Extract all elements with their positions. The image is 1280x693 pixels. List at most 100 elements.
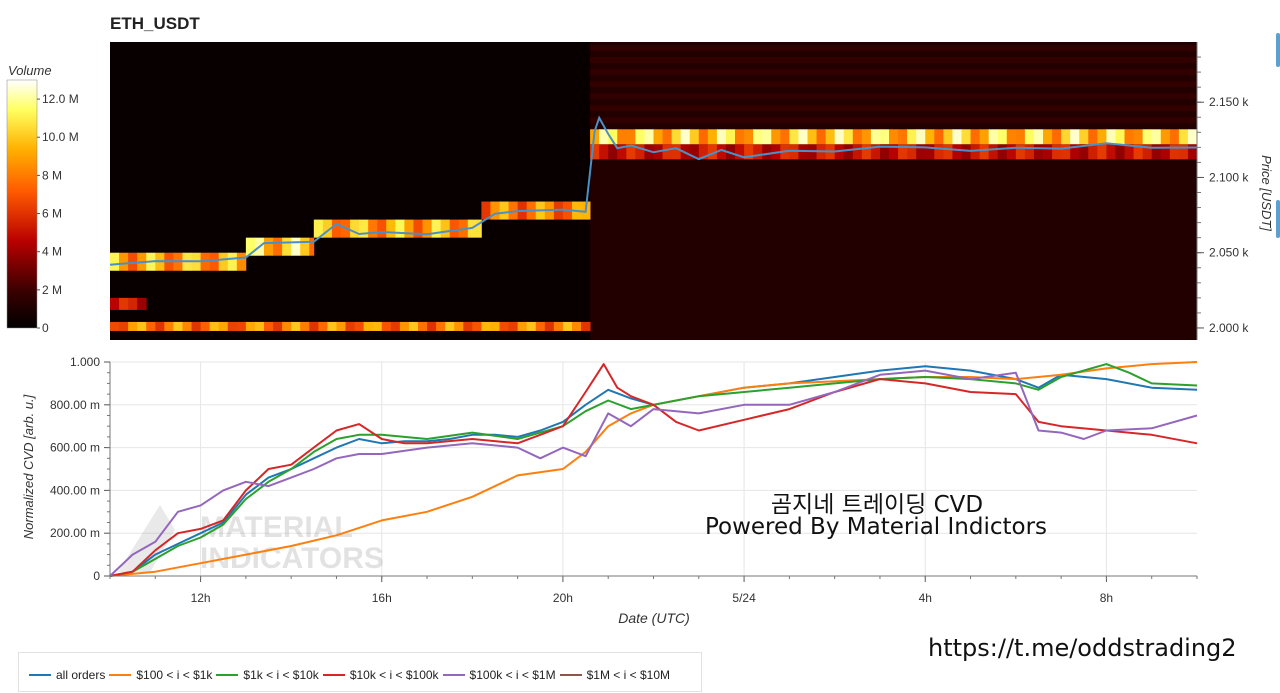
heatmap-cell [762,144,772,160]
cvd-y-tick-label: 400.00 m [50,483,100,497]
heatmap-cell [508,201,519,220]
heatmap-cell [1079,144,1089,160]
heatmap-cell [273,237,283,256]
heatmap-cell [1142,129,1153,145]
heatmap-cell [436,321,446,331]
legend-swatch [559,674,582,676]
heatmap-cell [119,252,129,271]
cvd-series-line [109,361,1198,577]
heatmap-cell [1106,144,1116,160]
legend-item[interactable]: $100 < i < $1k [109,668,212,682]
heatmap-cell [273,321,283,331]
heatmap-cell [689,129,700,145]
heatmap-cell [1088,144,1098,160]
heatmap-cell [445,321,455,331]
heatmap-cell [762,129,772,145]
cvd-x-tick-label: 16h [372,591,392,605]
heatmap-cell [680,129,691,145]
cvd-series-line [109,365,1198,577]
heatmap-cell [943,144,953,160]
heatmap-cell [689,144,700,160]
heatmap-cell [979,129,990,145]
heatmap-cell [1070,144,1080,160]
legend-swatch [322,674,345,676]
heatmap-cell [671,129,682,145]
heatmap-cell [517,321,528,331]
heatmap-cell [780,129,790,145]
heatmap-cell [182,321,192,331]
heatmap-cell [282,321,292,331]
heatmap-cell [716,129,727,145]
heatmap-cell [925,129,935,145]
legend-item[interactable]: $10k < i < $100k [322,668,439,682]
legend-item[interactable]: $100k < i < $1M [442,668,556,682]
heatmap-cell [381,321,392,331]
heatmap-cell [377,219,387,238]
cvd-x-tick-label: 4h [919,591,932,605]
scroll-tab-top[interactable] [1276,33,1280,67]
heatmap-cell [744,144,754,160]
heatmap-cell [1142,144,1153,160]
heatmap-cell [309,237,315,256]
heatmap-cell [581,321,591,331]
heatmap-cell [463,321,473,331]
telegram-link[interactable]: https://t.me/oddstrading2 [928,634,1237,662]
heatmap-cell [889,144,899,160]
heatmap-cell [1079,129,1089,145]
heatmap-cell [1006,144,1017,160]
colorbar [6,79,38,329]
heatmap-cell [961,144,971,160]
heatmap-cell [671,144,682,160]
heatmap-cell [934,144,944,160]
heatmap-cell [1052,129,1062,145]
heatmap-cell [173,321,183,331]
heatmap-cell [313,219,324,238]
heatmap-cell [825,129,836,145]
heatmap-cell [300,237,310,256]
legend-item[interactable]: $1M < i < $10M [559,668,670,682]
heatmap-cell [404,219,414,238]
heatmap-cell [662,144,673,160]
heatmap-cell [553,321,564,331]
heatmap-cell [1115,144,1125,160]
heatmap-cell [191,321,201,331]
heatmap-cell [707,144,718,160]
heatmap-cell [1160,129,1171,145]
heatmap-cell [282,237,292,256]
heatmap-cell [725,144,736,160]
overlay-title: 곰지네 트레이딩 CVD [770,492,984,518]
colorbar-tick-label: 4 M [42,245,62,259]
heatmap-cell [291,321,301,331]
heatmap-cell [925,144,935,160]
overlay-subtitle: Powered By Material Indictors [704,514,1048,540]
heatmap-cell [698,144,709,160]
heatmap-cell [218,252,229,271]
cvd-x-tick-label: 12h [191,591,211,605]
heatmap-cell [898,144,908,160]
scroll-tab-bottom[interactable] [1276,200,1280,238]
heatmap-cell [753,129,763,145]
heatmap-cell [263,321,274,331]
heatmap-cell [916,144,926,160]
cvd-x-axis-label: Date (UTC) [618,610,690,626]
legend-item[interactable]: $1k < i < $10k [216,668,319,682]
legend-item[interactable]: all orders [29,668,105,682]
heatmap-cell [472,321,482,331]
heatmap-cell [263,237,274,256]
heatmap-cell [119,297,129,310]
heatmap-cell [110,321,120,331]
heatmap-cell [988,129,999,145]
heatmap-cell [137,297,147,310]
cvd-y-tick-label: 0 [93,569,100,583]
heatmap-cell [227,321,238,331]
heatmap-cell [898,129,908,145]
heatmap-cell [128,252,138,271]
heatmap-cell [119,321,129,331]
heatmap-cell [508,321,519,331]
heatmap-cell [395,219,405,238]
heatmap-cell [209,321,220,331]
heatmap-cell [372,321,383,331]
heatmap-faint-band [590,57,1197,64]
heatmap-cell [970,129,980,145]
heatmap-cell [970,144,980,160]
